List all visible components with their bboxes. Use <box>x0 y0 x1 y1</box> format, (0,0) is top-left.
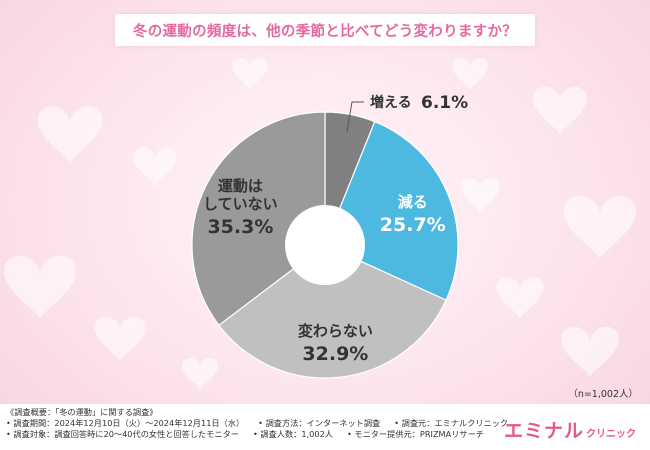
footer-item: • 調査対象：調査回答時に20〜40代の女性と回答したモニター <box>6 429 239 439</box>
slice-label: 変わらない <box>298 322 373 340</box>
slice-value-label: 32.9% <box>302 343 368 365</box>
chart-title-box: 冬の運動の頻度は、他の季節と比べてどう変わりますか？ <box>115 14 535 46</box>
footer-item: • モニター提供元：PRIZMAリサーチ <box>346 429 484 439</box>
footer-item: • 調査方法：インターネット調査 <box>258 418 381 428</box>
footer-row: • 調査期間：2024年12月10日（火）〜2024年12月11日（水） • 調査… <box>6 418 526 429</box>
survey-footer: 《調査概要：「冬の運動」に関する調査》 • 調査期間：2024年12月10日（火）… <box>0 404 650 450</box>
footer-row: 《調査概要：「冬の運動」に関する調査》 <box>6 407 526 418</box>
footer-item: 《調査概要：「冬の運動」に関する調査》 <box>6 407 158 417</box>
slice-value-label: 25.7% <box>380 214 446 236</box>
footer-item: • 調査元：エミナルクリニック <box>394 418 509 428</box>
footer-row: • 調査対象：調査回答時に20〜40代の女性と回答したモニター • 調査人数：1,… <box>6 429 526 440</box>
slice-value-label: 35.3% <box>207 216 273 238</box>
brand-sub: クリニック <box>586 429 636 440</box>
footer-item: • 調査人数：1,002人 <box>252 429 333 439</box>
pie-slice <box>218 244 447 379</box>
slice-label: 運動は <box>218 177 263 195</box>
brand-logo: エミナル クリニック <box>504 412 636 442</box>
donut-hole <box>285 205 365 285</box>
footer-item: • 調査期間：2024年12月10日（火）〜2024年12月11日（水） <box>6 418 245 428</box>
sample-size-label: （n=1,002人） <box>568 389 638 400</box>
brand-name: エミナル <box>503 420 584 442</box>
slice-label: していない <box>203 195 278 213</box>
survey-summary: 《調査概要：「冬の運動」に関する調査》 • 調査期間：2024年12月10日（火）… <box>6 407 526 440</box>
slice-label: 減る <box>398 193 428 211</box>
chart-title: 冬の運動の頻度は、他の季節と比べてどう変わりますか？ <box>132 23 518 40</box>
slice-value-label: 6.1% <box>421 93 468 113</box>
leader-line <box>346 101 364 133</box>
pie-slice <box>191 111 326 327</box>
slice-label: 増える <box>370 94 412 111</box>
